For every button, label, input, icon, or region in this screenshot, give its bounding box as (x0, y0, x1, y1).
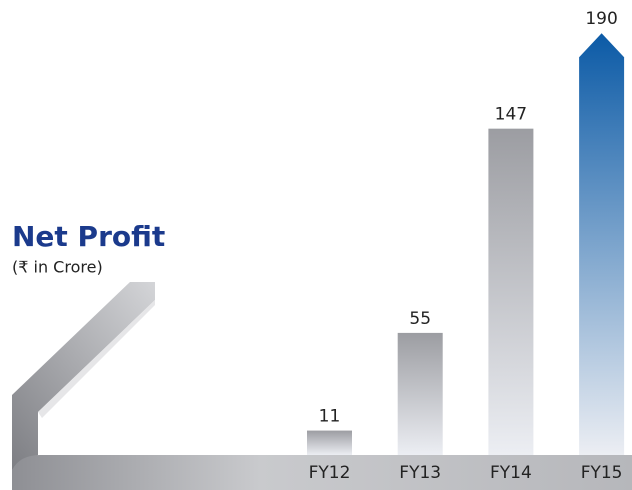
ribbon-highlight (38, 300, 155, 418)
chart-title: Net Profit (12, 220, 165, 253)
ribbon-fold (12, 282, 155, 470)
bar (488, 128, 534, 455)
bar (307, 430, 352, 455)
bar (397, 332, 443, 455)
chart-subtitle: (₹ in Crore) (12, 258, 103, 277)
value-label: 55 (409, 309, 431, 329)
value-label: 147 (495, 105, 527, 125)
x-tick-label: FY14 (490, 463, 532, 483)
bar (579, 33, 625, 455)
x-tick-label: FY12 (309, 463, 351, 483)
value-label: 190 (585, 9, 617, 29)
base-band (12, 455, 632, 490)
x-tick-label: FY13 (399, 463, 441, 483)
value-label: 11 (319, 407, 341, 427)
x-tick-label: FY15 (581, 463, 623, 483)
